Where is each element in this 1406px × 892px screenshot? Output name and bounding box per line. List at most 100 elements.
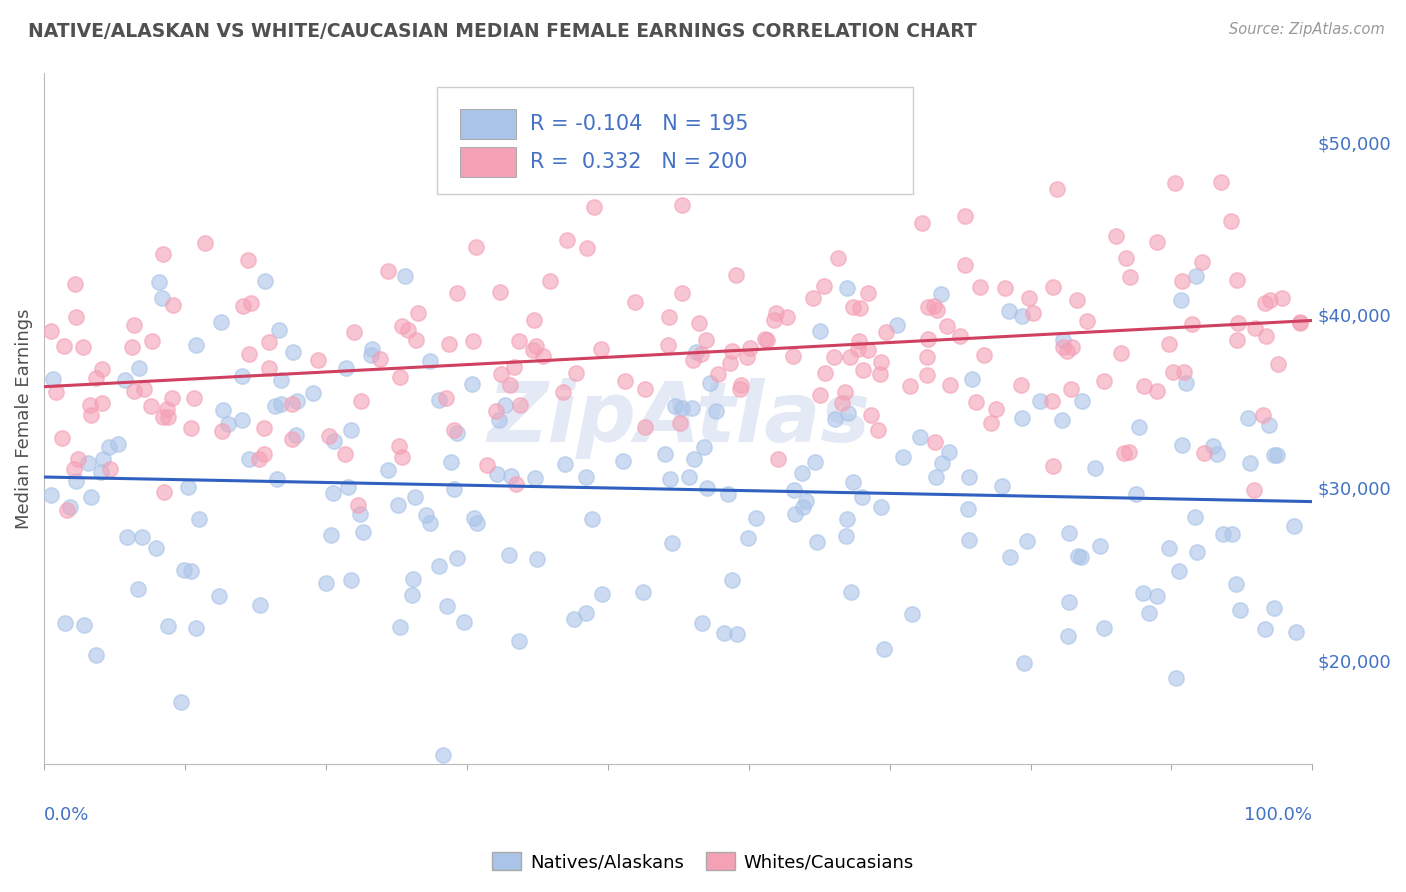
- Point: [84, 370, 107, 384]
- Point: [211, 402, 233, 417]
- Point: [1112, 445, 1135, 459]
- Legend: Natives/Alaskans, Whites/Caucasians: Natives/Alaskans, Whites/Caucasians: [485, 846, 921, 879]
- Point: [526, 552, 548, 566]
- Point: [718, 356, 741, 370]
- Point: [1170, 293, 1192, 307]
- Text: NATIVE/ALASKAN VS WHITE/CAUCASIAN MEDIAN FEMALE EARNINGS CORRELATION CHART: NATIVE/ALASKAN VS WHITE/CAUCASIAN MEDIAN…: [28, 22, 977, 41]
- Point: [1185, 269, 1208, 284]
- Point: [831, 396, 853, 410]
- Point: [765, 306, 787, 320]
- Point: [526, 339, 548, 353]
- Point: [562, 612, 585, 626]
- Point: [1258, 293, 1281, 307]
- Point: [1070, 393, 1092, 408]
- Point: [1057, 595, 1080, 609]
- Point: [350, 394, 373, 409]
- Point: [631, 585, 654, 599]
- Point: [76, 457, 98, 471]
- Point: [281, 344, 304, 359]
- Point: [870, 500, 893, 514]
- Point: [152, 409, 174, 424]
- Point: [162, 298, 184, 312]
- Point: [1076, 314, 1098, 328]
- Point: [721, 343, 744, 358]
- Point: [132, 383, 155, 397]
- Point: [838, 350, 860, 364]
- Point: [42, 372, 65, 386]
- Point: [969, 280, 991, 294]
- Point: [1109, 345, 1132, 359]
- Point: [959, 470, 981, 484]
- Point: [671, 285, 693, 300]
- Point: [475, 458, 498, 472]
- Point: [654, 447, 676, 461]
- Point: [803, 455, 825, 469]
- Point: [509, 398, 531, 412]
- Point: [848, 343, 870, 357]
- Point: [1257, 417, 1279, 432]
- Point: [1220, 527, 1243, 541]
- Point: [66, 451, 89, 466]
- Point: [796, 494, 818, 508]
- Point: [868, 423, 890, 437]
- Point: [307, 353, 329, 368]
- Point: [1254, 295, 1277, 310]
- FancyBboxPatch shape: [460, 109, 516, 139]
- Point: [254, 274, 277, 288]
- Point: [485, 467, 508, 481]
- Point: [388, 439, 411, 453]
- Point: [402, 572, 425, 586]
- Point: [523, 313, 546, 327]
- Point: [160, 391, 183, 405]
- Point: [690, 615, 713, 630]
- Point: [1022, 306, 1045, 320]
- Point: [318, 429, 340, 443]
- Point: [39, 487, 62, 501]
- Point: [489, 285, 512, 299]
- Point: [929, 287, 952, 301]
- Point: [1146, 589, 1168, 603]
- Point: [841, 300, 863, 314]
- Point: [980, 417, 1002, 431]
- Point: [994, 281, 1017, 295]
- Point: [695, 333, 717, 347]
- Point: [238, 452, 260, 467]
- Point: [148, 276, 170, 290]
- Point: [80, 408, 103, 422]
- Point: [150, 291, 173, 305]
- Point: [1243, 483, 1265, 497]
- Point: [1104, 228, 1126, 243]
- Point: [823, 350, 845, 364]
- Point: [394, 269, 416, 284]
- Point: [682, 352, 704, 367]
- Point: [839, 585, 862, 599]
- Point: [754, 332, 776, 346]
- Point: [669, 416, 692, 430]
- Point: [446, 426, 468, 441]
- Point: [1159, 337, 1181, 351]
- Point: [1137, 606, 1160, 620]
- Point: [1060, 340, 1083, 354]
- Point: [835, 529, 858, 543]
- Point: [39, 324, 62, 338]
- Point: [814, 366, 837, 380]
- Point: [721, 573, 744, 587]
- Point: [782, 349, 804, 363]
- Point: [434, 392, 457, 406]
- Point: [107, 437, 129, 451]
- Point: [91, 452, 114, 467]
- Point: [1251, 409, 1274, 423]
- Point: [856, 286, 879, 301]
- Point: [484, 404, 506, 418]
- Point: [437, 336, 460, 351]
- Point: [1256, 329, 1278, 343]
- Point: [156, 619, 179, 633]
- Point: [419, 516, 441, 531]
- Point: [461, 377, 484, 392]
- Point: [813, 278, 835, 293]
- Point: [302, 386, 325, 401]
- Text: Source: ZipAtlas.com: Source: ZipAtlas.com: [1229, 22, 1385, 37]
- Point: [523, 470, 546, 484]
- Point: [1125, 487, 1147, 501]
- Point: [349, 507, 371, 521]
